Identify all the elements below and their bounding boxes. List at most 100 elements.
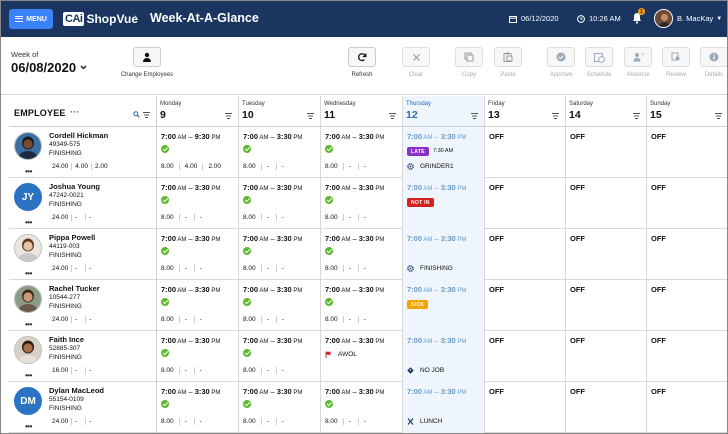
day-cell-tuesday[interactable]: 7:00 AM – 3:30 PM 8.00- -	[239, 382, 321, 433]
day-cell-saturday[interactable]: OFF	[566, 280, 647, 331]
day-cell-sunday[interactable]: OFF	[647, 229, 727, 280]
day-cell-tuesday[interactable]: 7:00 AM – 3:30 PM 8.00- -	[239, 229, 321, 280]
sort-icon[interactable]	[715, 113, 722, 119]
day-cell-monday[interactable]: 7:00 AM – 3:30 PM 8.00- -	[157, 280, 239, 331]
user-avatar[interactable]	[654, 9, 673, 28]
copy-button[interactable]: Copy	[449, 47, 489, 83]
day-cell-monday[interactable]: 7:00 AM – 3:30 PM 8.00- -	[157, 382, 239, 433]
day-cell-thursday[interactable]: 7:00 AM – 3:30 PM LUNCH	[403, 382, 485, 433]
day-header-tuesday[interactable]: Tuesday 10	[239, 96, 321, 127]
day-header-friday[interactable]: Friday 13	[485, 96, 566, 127]
day-cell-thursday[interactable]: 7:00 AM – 3:30 PM NO JOB	[403, 331, 485, 382]
sort-icon[interactable]	[225, 113, 232, 119]
day-cell-friday[interactable]: OFF	[485, 331, 566, 382]
employee-name[interactable]: Cordell Hickman	[49, 131, 109, 140]
sort-icon[interactable]	[143, 112, 150, 118]
employee-cell[interactable]: ••• Faith Ince 52885-307 FINISHING 16.00- -	[9, 331, 157, 382]
employee-options-button[interactable]: ···	[70, 107, 79, 117]
sort-icon[interactable]	[471, 113, 478, 119]
sort-icon[interactable]	[307, 113, 314, 119]
sort-icon[interactable]	[633, 113, 640, 119]
day-cell-sunday[interactable]: OFF	[647, 331, 727, 382]
day-cell-tuesday[interactable]: 7:00 AM – 3:30 PM 8.00- -	[239, 280, 321, 331]
day-header-wednesday[interactable]: Wednesday 11	[321, 96, 403, 127]
schedule-button[interactable]: Schedule	[579, 47, 619, 83]
employee-avatar[interactable]	[14, 285, 42, 313]
employee-cell[interactable]: DM ••• Dylan MacLeod 55154-0109 FINISHING 24.…	[9, 382, 157, 433]
user-menu[interactable]: B. MacKay ▼	[677, 14, 722, 23]
employee-options-button[interactable]: •••	[25, 422, 32, 431]
employee-cell[interactable]: ••• Rachel Tucker 10544-277 FINISHING 24.00-…	[9, 280, 157, 331]
employee-options-button[interactable]: •••	[25, 371, 32, 380]
day-cell-saturday[interactable]: OFF	[566, 229, 647, 280]
menu-button[interactable]: MENU	[9, 9, 53, 29]
day-cell-monday[interactable]: 7:00 AM – 3:30 PM 8.00- -	[157, 331, 239, 382]
day-cell-friday[interactable]: OFF	[485, 280, 566, 331]
day-cell-monday[interactable]: 7:00 AM – 9:30 PM 8.00 4.00 2.00	[157, 127, 239, 178]
employee-name[interactable]: Rachel Tucker	[49, 284, 100, 293]
search-icon[interactable]	[133, 111, 140, 118]
day-cell-monday[interactable]: 7:00 AM – 3:30 PM 8.00- -	[157, 229, 239, 280]
employee-cell[interactable]: ••• Pippa Powell 44119-003 FINISHING 24.00- -	[9, 229, 157, 280]
employee-name[interactable]: Faith Ince	[49, 335, 85, 344]
day-cell-sunday[interactable]: OFF	[647, 178, 727, 229]
day-cell-friday[interactable]: OFF	[485, 178, 566, 229]
day-cell-sunday[interactable]: OFF	[647, 127, 727, 178]
employee-avatar[interactable]	[14, 234, 42, 262]
day-header-thursday[interactable]: Thursday 12	[403, 96, 485, 127]
day-cell-wednesday[interactable]: 7:00 AM – 3:30 PM 8.00- -	[321, 127, 403, 178]
day-cell-wednesday[interactable]: 7:00 AM – 3:30 PM 8.00- -	[321, 229, 403, 280]
absence-button[interactable]: ? Absence	[618, 47, 658, 83]
approve-button[interactable]: Approve	[541, 47, 581, 83]
day-header-saturday[interactable]: Saturday 14	[566, 96, 647, 127]
shopvue-logo[interactable]: CAi ShopVue	[63, 10, 138, 27]
employee-options-button[interactable]: •••	[25, 218, 32, 227]
employee-name[interactable]: Dylan MacLeod	[49, 386, 105, 395]
day-cell-sunday[interactable]: OFF	[647, 280, 727, 331]
day-cell-thursday[interactable]: 7:00 AM – 3:30 PM NOT IN	[403, 178, 485, 229]
day-header-sunday[interactable]: Sunday 15	[647, 96, 727, 127]
review-button[interactable]: Review	[656, 47, 696, 83]
employee-name[interactable]: Joshua Young	[49, 182, 100, 191]
day-cell-friday[interactable]: OFF	[485, 382, 566, 433]
employee-options-button[interactable]: •••	[25, 320, 32, 329]
day-cell-saturday[interactable]: OFF	[566, 178, 647, 229]
day-cell-thursday[interactable]: 7:00 AM – 3:30 PM FINISHING	[403, 229, 485, 280]
employee-cell[interactable]: ••• Cordell Hickman 49349-575 FINISHING 24.0…	[9, 127, 157, 178]
employee-avatar[interactable]: DM	[14, 387, 42, 415]
bell-icon[interactable]	[632, 12, 642, 24]
day-cell-sunday[interactable]: OFF	[647, 382, 727, 433]
day-cell-tuesday[interactable]: 7:00 AM – 3:30 PM 8.00- -	[239, 127, 321, 178]
week-date-picker[interactable]: 06/08/2020	[11, 60, 87, 75]
day-cell-wednesday[interactable]: 7:00 AM – 3:30 PM 8.00- -	[321, 178, 403, 229]
day-cell-friday[interactable]: OFF	[485, 229, 566, 280]
clear-button[interactable]: Clear	[396, 47, 436, 83]
sort-icon[interactable]	[552, 113, 559, 119]
employee-options-button[interactable]: •••	[25, 167, 32, 176]
details-button[interactable]: Details	[694, 47, 727, 83]
employee-options-button[interactable]: •••	[25, 269, 32, 278]
day-cell-saturday[interactable]: OFF	[566, 127, 647, 178]
paste-button[interactable]: Paste	[488, 47, 528, 83]
day-header-monday[interactable]: Monday 9	[157, 96, 239, 127]
employee-avatar[interactable]: JY	[14, 183, 42, 211]
employee-name[interactable]: Pippa Powell	[49, 233, 96, 242]
employee-avatar[interactable]	[14, 336, 42, 364]
employee-cell[interactable]: JY ••• Joshua Young 47242-0021 FINISHING 24.0…	[9, 178, 157, 229]
employee-avatar[interactable]	[14, 132, 42, 160]
refresh-button[interactable]: Refresh	[342, 47, 382, 83]
change-employees-button[interactable]: Change Employees	[121, 47, 173, 83]
day-cell-thursday[interactable]: 7:00 AM – 3:30 PM LATE 7:30 AM GRINDER1	[403, 127, 485, 178]
day-cell-thursday[interactable]: 7:00 AM – 3:30 PM SICK	[403, 280, 485, 331]
day-cell-saturday[interactable]: OFF	[566, 382, 647, 433]
day-cell-wednesday[interactable]: 7:00 AM – 3:30 PM 8.00- -	[321, 280, 403, 331]
hours-value: -	[72, 214, 87, 221]
day-cell-friday[interactable]: OFF	[485, 127, 566, 178]
day-cell-wednesday[interactable]: 7:00 AM – 3:30 PM AWOL	[321, 331, 403, 382]
day-cell-tuesday[interactable]: 7:00 AM – 3:30 PM 8.00- -	[239, 331, 321, 382]
day-cell-saturday[interactable]: OFF	[566, 331, 647, 382]
day-cell-monday[interactable]: 7:00 AM – 3:30 PM 8.00- -	[157, 178, 239, 229]
day-cell-wednesday[interactable]: 7:00 AM – 3:30 PM 8.00- -	[321, 382, 403, 433]
day-cell-tuesday[interactable]: 7:00 AM – 3:30 PM 8.00- -	[239, 178, 321, 229]
sort-icon[interactable]	[389, 113, 396, 119]
